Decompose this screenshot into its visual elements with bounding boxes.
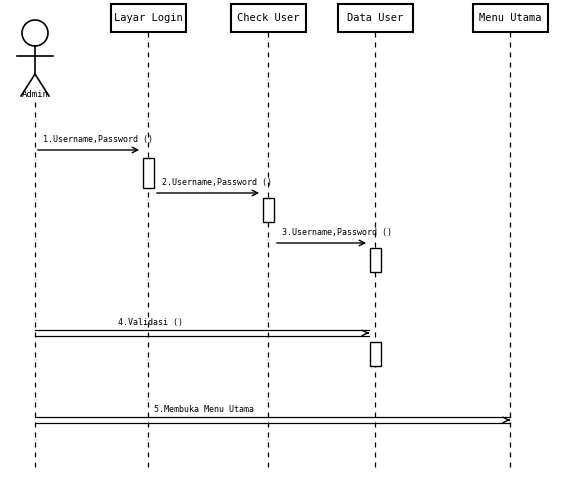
Bar xyxy=(230,4,305,32)
Text: Data User: Data User xyxy=(347,13,403,23)
Text: Layar Login: Layar Login xyxy=(113,13,182,23)
Text: Menu Utama: Menu Utama xyxy=(479,13,541,23)
Bar xyxy=(473,4,547,32)
Text: 5.Membuka Menu Utama: 5.Membuka Menu Utama xyxy=(154,405,254,414)
Bar xyxy=(143,158,154,188)
Bar xyxy=(370,342,380,366)
Text: 3.Username,Password (): 3.Username,Password () xyxy=(282,228,392,237)
Bar xyxy=(337,4,413,32)
Bar xyxy=(262,198,273,222)
Text: Admin: Admin xyxy=(22,90,49,99)
Text: 4.Validasi (): 4.Validasi () xyxy=(119,318,183,327)
Text: 2.Username,Password (): 2.Username,Password () xyxy=(162,178,272,187)
Text: Check User: Check User xyxy=(237,13,299,23)
Bar xyxy=(370,248,380,272)
Text: 1.Username,Password (): 1.Username,Password () xyxy=(43,135,153,144)
Bar xyxy=(111,4,186,32)
